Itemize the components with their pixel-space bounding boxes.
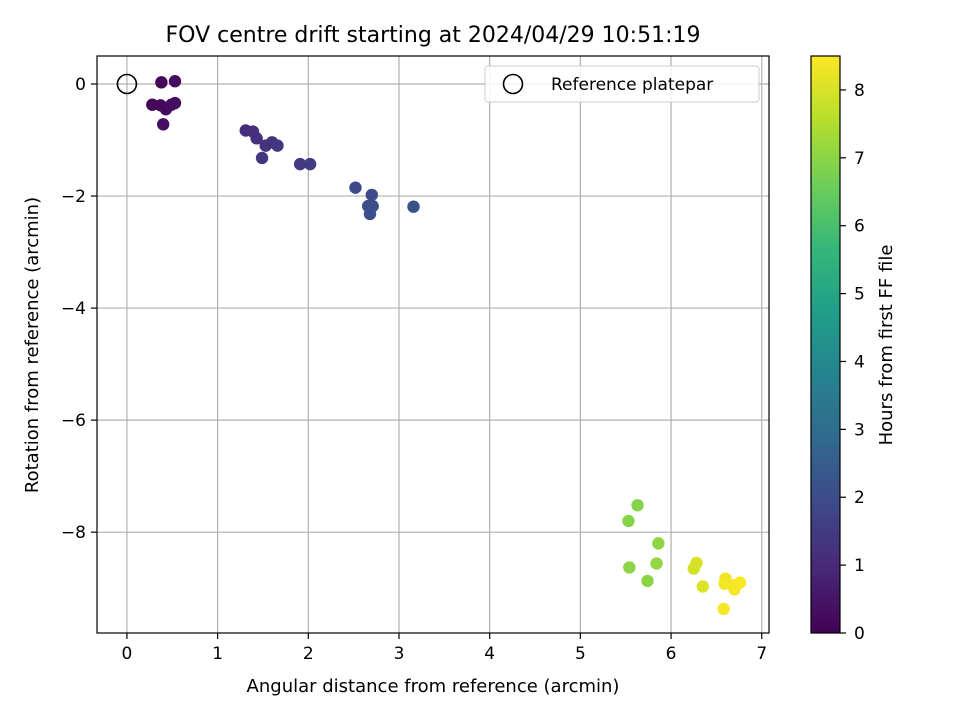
data-point bbox=[733, 576, 747, 589]
legend-box bbox=[484, 65, 760, 103]
x-tick-label: 0 bbox=[122, 644, 133, 664]
y-tick-label: −8 bbox=[61, 523, 86, 543]
reference-marker bbox=[116, 73, 138, 95]
data-point bbox=[717, 602, 730, 616]
y-tick-label: −2 bbox=[61, 187, 86, 207]
data-point bbox=[250, 132, 263, 145]
x-tick-label: 1 bbox=[212, 644, 223, 664]
data-point bbox=[255, 151, 269, 165]
x-tick-label: 7 bbox=[756, 644, 767, 664]
colorbar-tick-label: 2 bbox=[854, 488, 865, 508]
x-tick-label: 3 bbox=[394, 644, 405, 664]
x-tick-label: 4 bbox=[484, 644, 495, 664]
colorbar-tick-label: 7 bbox=[854, 149, 865, 169]
colorbar-tick-label: 4 bbox=[854, 352, 865, 372]
x-tick-label: 2 bbox=[303, 644, 314, 664]
data-point bbox=[365, 188, 378, 202]
data-point bbox=[687, 562, 700, 575]
data-point bbox=[622, 514, 635, 528]
data-point bbox=[696, 580, 709, 593]
data-point bbox=[168, 75, 182, 88]
plot-area: 0 1 2 3 4 5 6 7 0 −2 −4 −6 −8 bbox=[61, 55, 770, 664]
y-axis-label: Rotation from reference (arcmin) bbox=[22, 197, 43, 493]
data-point bbox=[293, 157, 307, 171]
data-point bbox=[623, 561, 636, 574]
axes-frame bbox=[96, 55, 770, 634]
data-point bbox=[155, 76, 168, 89]
data-point bbox=[168, 96, 182, 110]
legend-marker-icon bbox=[502, 73, 524, 95]
data-point bbox=[407, 200, 420, 213]
colorbar-tick-label: 1 bbox=[854, 556, 865, 576]
colorbar-tick-label: 5 bbox=[854, 285, 865, 305]
data-point bbox=[271, 139, 284, 152]
colorbar-gradient bbox=[810, 55, 841, 634]
colorbar-tick-label: 8 bbox=[854, 81, 865, 101]
chart-title: FOV centre drift starting at 2024/04/29 … bbox=[166, 23, 701, 48]
legend: Reference platepar bbox=[484, 65, 760, 103]
x-tick-label: 6 bbox=[666, 644, 677, 664]
colorbar-label: Hours from first FF file bbox=[876, 245, 897, 446]
colorbar-tick-label: 6 bbox=[854, 217, 865, 237]
colorbar: 0 1 2 3 4 5 6 7 8 bbox=[810, 55, 865, 644]
y-tick-label: 0 bbox=[75, 75, 86, 95]
data-point bbox=[631, 499, 644, 512]
legend-label: Reference platepar bbox=[551, 75, 713, 95]
data-point bbox=[650, 557, 663, 570]
x-tick-label: 5 bbox=[575, 644, 586, 664]
colorbar-tick-label: 3 bbox=[854, 420, 865, 440]
data-point bbox=[363, 207, 377, 221]
data-point bbox=[652, 537, 665, 550]
data-point bbox=[641, 574, 654, 588]
x-axis-label: Angular distance from reference (arcmin) bbox=[247, 676, 620, 697]
colorbar-tick-label: 0 bbox=[854, 624, 865, 644]
data-point bbox=[303, 157, 317, 171]
data-point bbox=[349, 181, 362, 194]
y-tick-label: −4 bbox=[61, 299, 86, 319]
y-tick-label: −6 bbox=[61, 411, 86, 431]
data-point bbox=[157, 118, 170, 131]
